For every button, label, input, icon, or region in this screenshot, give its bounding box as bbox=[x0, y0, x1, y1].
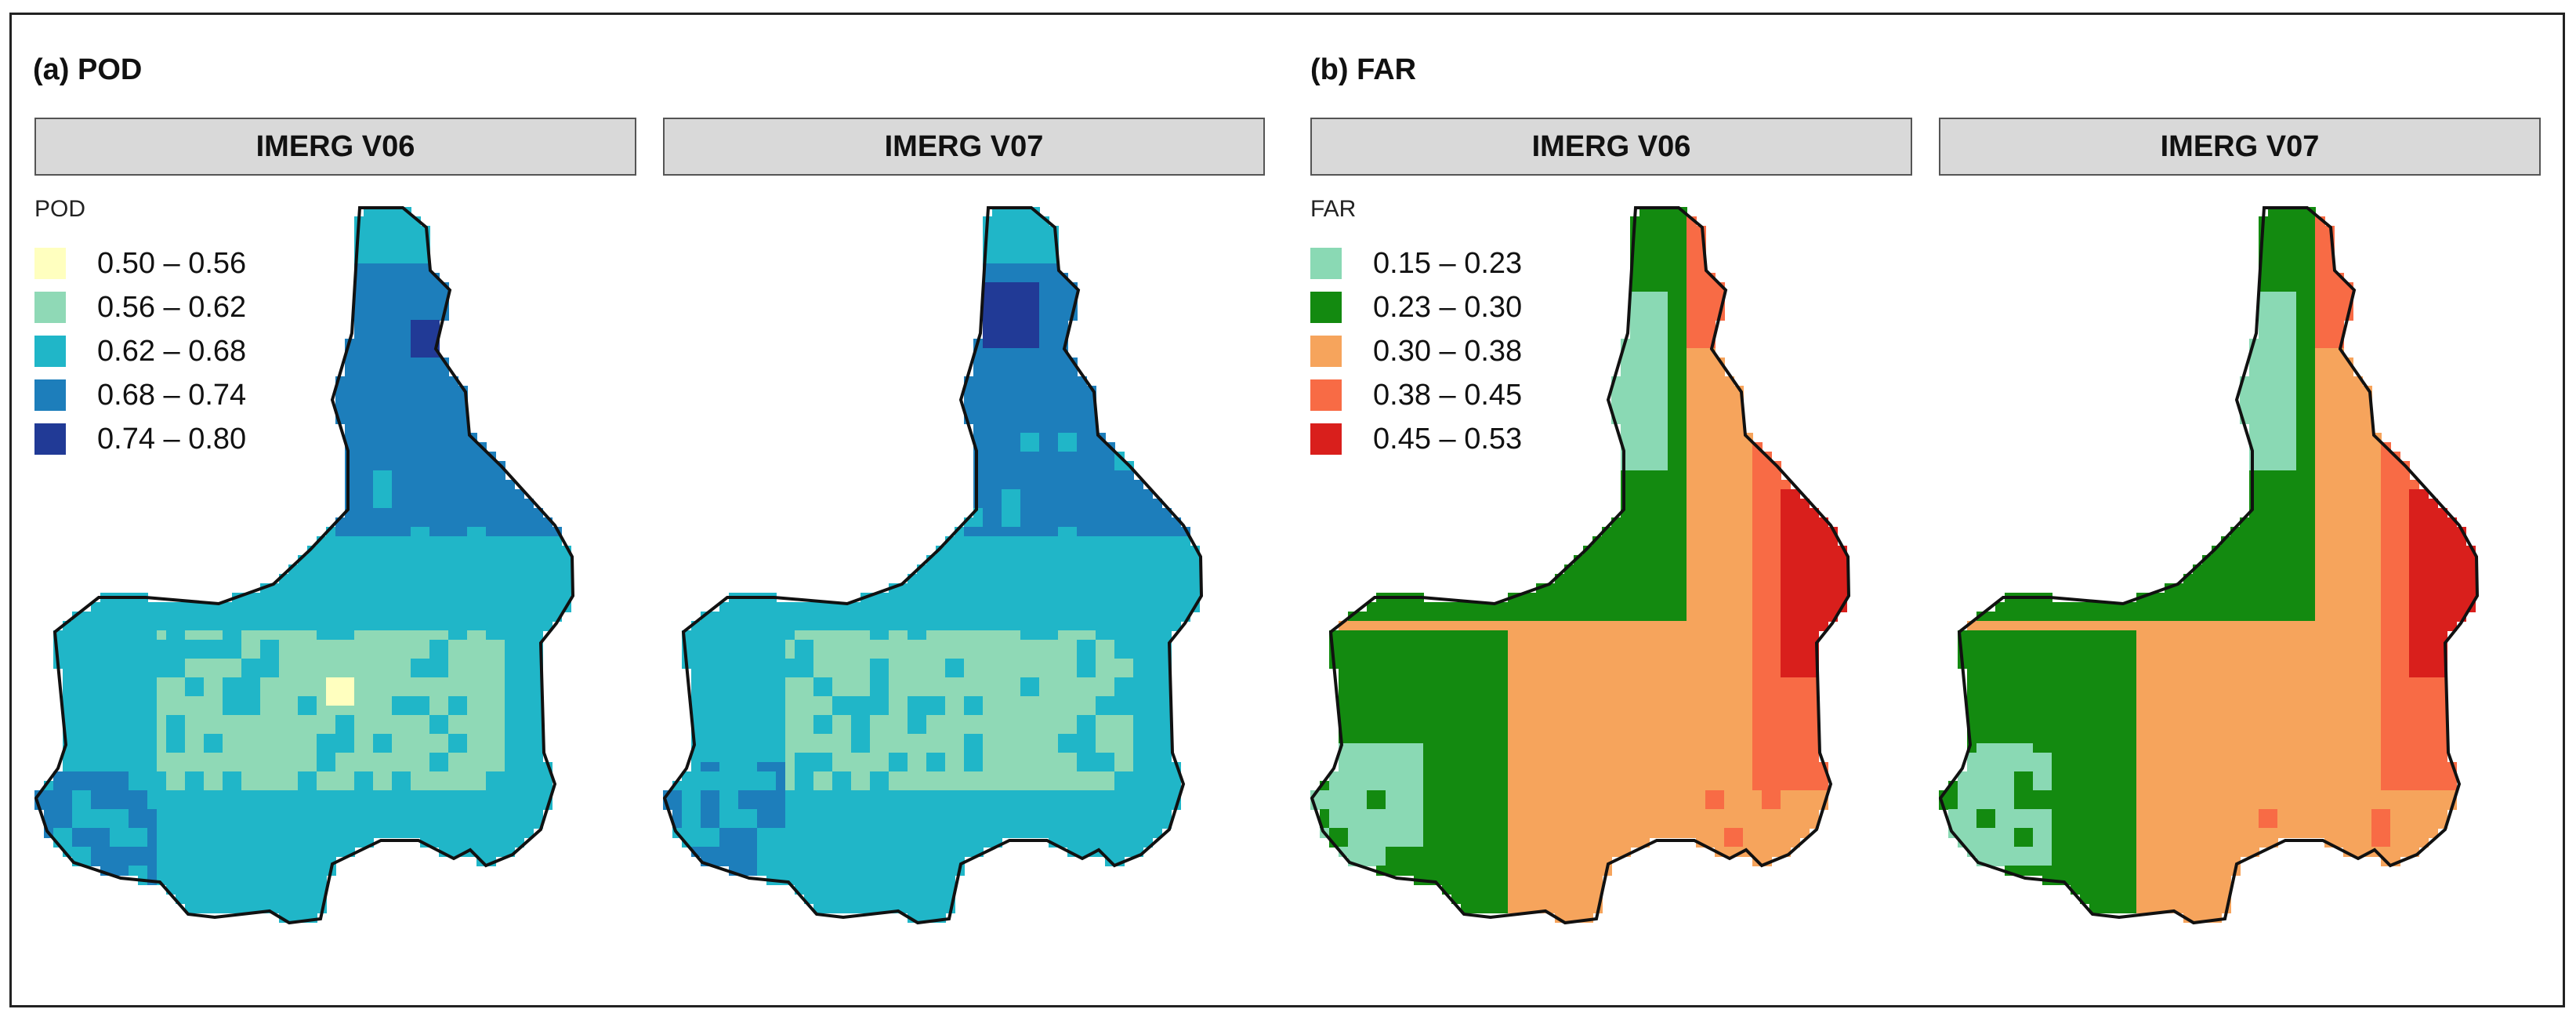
map-pod-v06 bbox=[34, 206, 575, 925]
legend-label: 0.30 – 0.38 bbox=[1373, 334, 1523, 368]
legend-swatch bbox=[1310, 292, 1342, 323]
panel-b-strip-v06: IMERG V06 bbox=[1310, 118, 1912, 176]
legend-label: 0.23 – 0.30 bbox=[1373, 290, 1523, 324]
legend-far-item: 0.23 – 0.30 bbox=[1310, 285, 1522, 329]
legend-pod-item: 0.68 – 0.74 bbox=[34, 373, 246, 417]
map-pod-v07 bbox=[663, 206, 1204, 925]
legend-far-title: FAR bbox=[1310, 196, 1357, 222]
legend-swatch bbox=[34, 336, 66, 367]
legend-label: 0.38 – 0.45 bbox=[1373, 378, 1523, 412]
legend-pod: POD 0.50 – 0.56 0.56 – 0.62 0.62 – 0.68 … bbox=[34, 196, 246, 461]
legend-far-item: 0.30 – 0.38 bbox=[1310, 329, 1522, 373]
legend-pod-item: 0.74 – 0.80 bbox=[34, 417, 246, 461]
legend-swatch bbox=[34, 423, 66, 455]
figure-frame bbox=[9, 13, 2565, 1007]
panel-a-strip-v06: IMERG V06 bbox=[34, 118, 636, 176]
legend-label: 0.62 – 0.68 bbox=[97, 334, 247, 368]
legend-swatch bbox=[1310, 423, 1342, 455]
legend-pod-title: POD bbox=[34, 196, 86, 222]
legend-label: 0.45 – 0.53 bbox=[1373, 422, 1523, 456]
panel-a-title: (a) POD bbox=[33, 53, 143, 86]
legend-label: 0.74 – 0.80 bbox=[97, 422, 247, 456]
legend-far: FAR 0.15 – 0.23 0.23 – 0.30 0.30 – 0.38 … bbox=[1310, 196, 1522, 461]
legend-label: 0.50 – 0.56 bbox=[97, 246, 247, 280]
legend-swatch bbox=[34, 248, 66, 279]
legend-label: 0.15 – 0.23 bbox=[1373, 246, 1523, 280]
map-far-v06 bbox=[1310, 206, 1851, 925]
legend-swatch bbox=[1310, 336, 1342, 367]
legend-swatch bbox=[1310, 379, 1342, 411]
legend-label: 0.56 – 0.62 bbox=[97, 290, 247, 324]
legend-swatch bbox=[1310, 248, 1342, 279]
legend-pod-item: 0.56 – 0.62 bbox=[34, 285, 246, 329]
legend-far-item: 0.38 – 0.45 bbox=[1310, 373, 1522, 417]
legend-swatch bbox=[34, 292, 66, 323]
legend-swatch bbox=[34, 379, 66, 411]
panel-b-strip-v07: IMERG V07 bbox=[1939, 118, 2541, 176]
legend-label: 0.68 – 0.74 bbox=[97, 378, 247, 412]
panel-a-strip-v07: IMERG V07 bbox=[663, 118, 1265, 176]
legend-far-item: 0.45 – 0.53 bbox=[1310, 417, 1522, 461]
panel-b-title: (b) FAR bbox=[1310, 53, 1417, 86]
legend-pod-item: 0.50 – 0.56 bbox=[34, 241, 246, 285]
legend-far-item: 0.15 – 0.23 bbox=[1310, 241, 1522, 285]
legend-pod-item: 0.62 – 0.68 bbox=[34, 329, 246, 373]
map-far-v07 bbox=[1939, 206, 2480, 925]
